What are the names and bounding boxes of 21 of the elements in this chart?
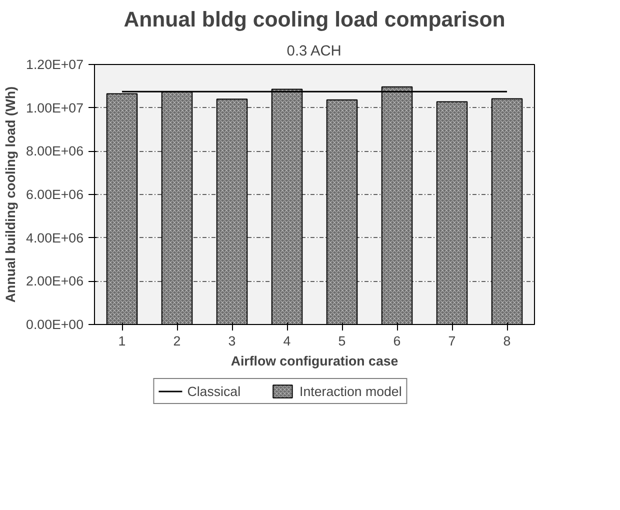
x-tick-label: 6: [393, 334, 401, 348]
y-axis-title: Annual building cooling load (Wh): [3, 86, 18, 303]
x-tick-label: 5: [338, 334, 346, 348]
y-tick-label: 4.00E+06: [26, 230, 84, 246]
legend-label: Interaction model: [300, 383, 402, 399]
x-tick-label: 4: [283, 334, 292, 348]
y-tick-label: 1.00E+07: [26, 100, 84, 116]
x-tick-label: 7: [448, 334, 456, 348]
y-tick-label: 0.00E+00: [26, 317, 84, 332]
x-tick-label: 1: [118, 334, 126, 348]
chart-subtitle: 0.3 ACH: [286, 44, 342, 60]
x-tick-label: 3: [228, 334, 236, 348]
legend-label: Classical: [187, 383, 241, 399]
y-tick-label: 8.00E+06: [26, 144, 84, 159]
y-tick-label: 2.00E+06: [26, 274, 84, 289]
y-tick-label: 6.00E+06: [26, 187, 84, 202]
x-tick-label: 8: [503, 334, 511, 348]
x-tick-label: 2: [173, 334, 181, 348]
chart-title: Annual bldg cooling load comparison: [124, 8, 506, 32]
x-axis-title: Airflow configuration case: [230, 354, 398, 368]
y-tick-label: 1.20E+07: [26, 57, 84, 72]
